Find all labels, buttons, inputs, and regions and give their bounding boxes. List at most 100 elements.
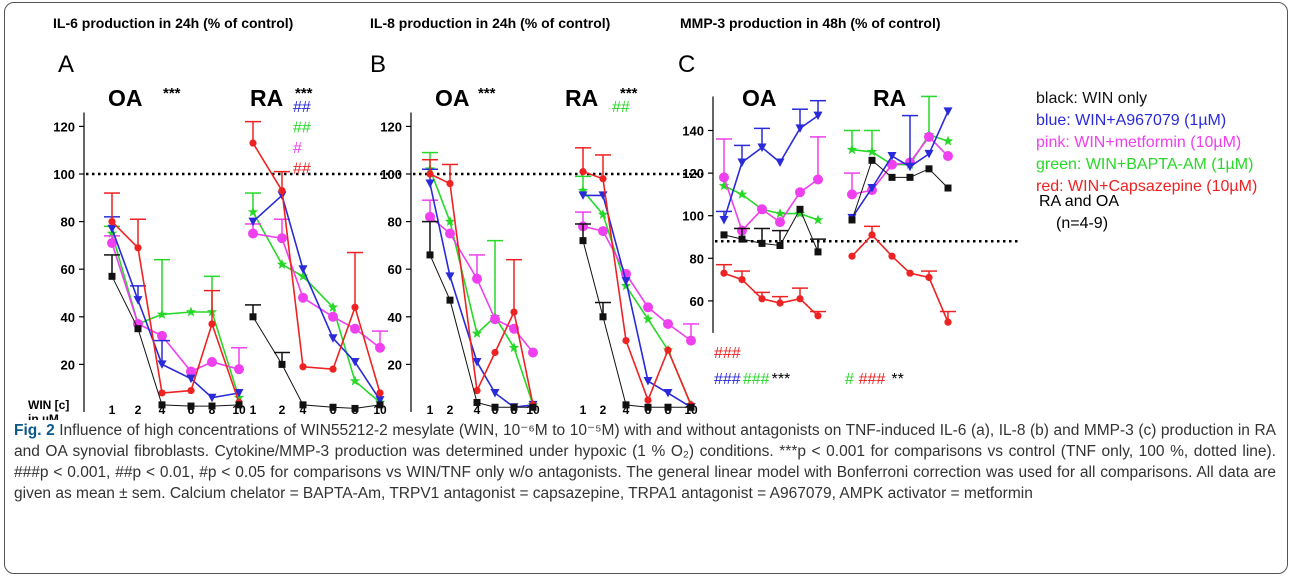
x-tick-label: 1 [109, 403, 116, 417]
data-point-black [944, 184, 952, 192]
series-line-red [851, 233, 949, 323]
series-line-pink [582, 225, 692, 342]
data-point-pink [472, 273, 482, 284]
data-point-green [508, 342, 520, 353]
x-tick-label: 1 [427, 403, 434, 417]
data-point-red [906, 269, 914, 277]
data-point-blue [248, 217, 258, 227]
data-point-red [664, 346, 672, 354]
y-tick-label: 80 [690, 251, 704, 266]
series-line-blue [723, 114, 819, 221]
data-point-green [349, 375, 361, 386]
data-point-red [868, 231, 876, 239]
data-point-black [868, 156, 876, 164]
series-line-red [111, 221, 240, 403]
data-point-blue [234, 388, 244, 398]
data-point-red [491, 348, 499, 357]
data-point-blue [621, 277, 631, 286]
group-label: OA [742, 85, 777, 111]
data-point-black [720, 231, 728, 239]
data-point-blue [905, 162, 915, 172]
data-point-blue [425, 179, 435, 189]
data-point-pink [598, 226, 608, 237]
data-point-blue [887, 152, 897, 161]
data-point-pink [425, 211, 435, 222]
series-line-green [429, 168, 534, 406]
data-point-red [738, 276, 746, 284]
data-point-pink [207, 357, 217, 368]
group-label: RA [565, 85, 598, 111]
significance-marker: ## [293, 99, 311, 116]
data-point-black [796, 205, 804, 213]
data-point-pink [234, 364, 244, 375]
y-tick-label: 120 [682, 166, 704, 181]
data-point-black [814, 248, 822, 256]
panel-letter: A [58, 51, 74, 78]
y-tick-label: 60 [690, 294, 704, 309]
data-point-pink [186, 366, 196, 377]
group-label: OA [108, 85, 143, 111]
legend-entry: pink: WIN+metformin (10µM) [1036, 134, 1241, 151]
data-point-pink [298, 292, 308, 303]
data-point-black [249, 313, 257, 321]
legend-entry: blue: WIN+A967079 (1µM) [1036, 112, 1226, 129]
data-point-black [473, 398, 481, 406]
data-point-green [444, 216, 456, 226]
data-point-black [599, 313, 607, 321]
data-point-pink [107, 238, 117, 249]
data-point-black [776, 242, 784, 250]
series-line-pink [111, 242, 240, 373]
group-label: RA [873, 85, 906, 111]
data-point-green [718, 180, 730, 191]
data-point-blue [490, 388, 500, 398]
data-point-black [758, 239, 766, 247]
significance-marker: ## [293, 161, 311, 178]
caption-text: Influence of high concentrations of WIN5… [14, 422, 1276, 502]
data-point-pink [643, 302, 653, 313]
significance-marker: # [845, 371, 854, 388]
data-point-red [758, 295, 766, 303]
data-point-blue [472, 358, 482, 367]
series-line-red [429, 173, 534, 406]
y-tick-label: 100 [53, 167, 75, 182]
data-point-red [473, 386, 481, 395]
y-tick-label: 140 [682, 124, 704, 139]
data-point-black [848, 216, 856, 224]
data-point-blue [578, 191, 588, 200]
data-point-red [278, 187, 286, 195]
data-point-pink [328, 311, 338, 322]
x-tick-label: 2 [600, 403, 607, 417]
significance-marker: *** [772, 371, 791, 388]
data-point-black [664, 403, 672, 411]
x-tick-label: 2 [279, 403, 286, 417]
figure-caption: Fig. 2 Influence of high concentrations … [14, 420, 1276, 504]
x-tick-label: 4 [300, 403, 307, 417]
data-point-green [185, 306, 197, 317]
data-point-pink [248, 228, 258, 239]
legend-note: RA and OA [1039, 193, 1119, 210]
x-tick-label: 1 [580, 403, 587, 417]
panel-title: IL-8 production in 24h (% of control) [370, 15, 610, 31]
data-point-pink [943, 151, 953, 162]
caption-lead: Fig. 2 [14, 422, 55, 439]
data-point-pink [490, 314, 500, 325]
data-point-blue [375, 396, 385, 405]
data-point-black [687, 403, 695, 411]
data-point-green [866, 146, 878, 157]
data-point-green [642, 313, 654, 324]
y-tick-label: 120 [380, 119, 402, 134]
y-tick-label: 40 [388, 310, 402, 325]
data-point-blue [795, 124, 805, 133]
series-line-red [723, 272, 819, 317]
data-point-green [471, 328, 483, 338]
data-point-red [158, 389, 166, 397]
x-tick-label: 2 [447, 403, 454, 417]
data-point-black [329, 403, 337, 411]
x-tick-label: 8 [209, 403, 216, 417]
series-line-blue [851, 110, 949, 219]
data-point-black [376, 401, 384, 409]
data-point-blue [813, 111, 823, 121]
data-point-black [888, 173, 896, 181]
significance-marker: ** [891, 371, 903, 388]
x-tick-label: 6 [188, 403, 195, 417]
